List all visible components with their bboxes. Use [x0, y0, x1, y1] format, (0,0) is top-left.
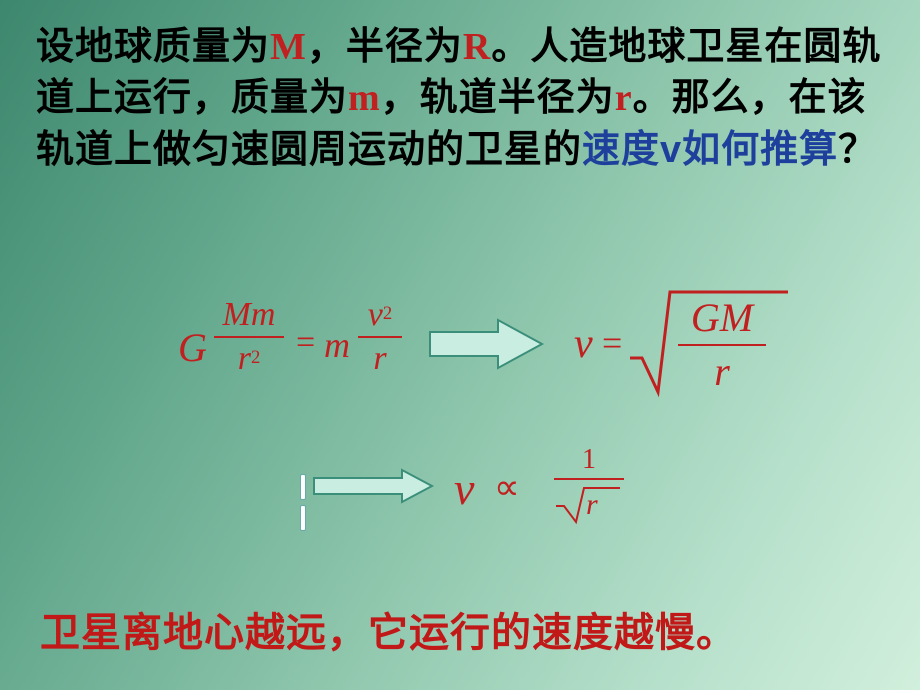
sym-G: G [178, 324, 207, 371]
num-exp: 2 [383, 303, 392, 324]
problem-statement: 设地球质量为M，半径为R。人造地球卫星在圆轨道上运行，质量为m，轨道半径为r。那… [36, 22, 896, 176]
sym-v: v [454, 462, 474, 515]
numerator: Mm [212, 298, 286, 332]
text: ，轨道半径为 [381, 77, 615, 119]
var-r: r [615, 77, 633, 119]
arrow-tail-decor [300, 474, 310, 498]
var-m: m [348, 77, 381, 119]
equals-sign: = [602, 322, 622, 364]
fraction-1-sqrt-r: 1 r [554, 446, 624, 524]
fraction-GM-r: GM r [672, 298, 772, 392]
sym-m: m [324, 324, 350, 366]
fraction-bar [358, 336, 402, 338]
numerator: v2 [356, 298, 404, 332]
fraction-bar [214, 336, 284, 338]
highlight-question: 速度v如何推算 [582, 129, 838, 171]
den-r: r [238, 340, 251, 377]
equation-v-prop-1-sqrt-r: v ∝ 1 r [454, 440, 674, 530]
fraction-Mm-r2: Mm r2 [212, 298, 286, 376]
denominator: r [554, 484, 624, 524]
var-M: M [270, 26, 307, 68]
sym-v: v [574, 320, 593, 368]
fraction-bar [678, 344, 766, 346]
qmark: ？ [838, 129, 877, 171]
text: ，半径为 [307, 26, 463, 68]
denominator: r2 [212, 342, 286, 376]
arrow-derivation-2 [306, 466, 436, 506]
arrow-icon [426, 318, 546, 370]
conclusion-text: 卫星离地心越远，它运行的速度越慢。 [40, 600, 737, 658]
equation-v-sqrt-GM-r: v = GM r [574, 280, 814, 400]
sym-r: r [586, 488, 598, 522]
denominator: r [672, 352, 772, 392]
numerator: GM [672, 298, 772, 338]
equals-sign: = [296, 324, 315, 362]
num-v: v [368, 296, 383, 333]
arrow-icon [306, 466, 436, 506]
equation-newton-centripetal: G Mm r2 = m v2 r [178, 298, 438, 390]
den-exp: 2 [251, 347, 260, 368]
arrow-derivation-1 [426, 318, 546, 370]
radical: GM r [628, 284, 798, 394]
proportional-sign: ∝ [494, 466, 520, 508]
fraction-v2-r: v2 r [356, 298, 404, 376]
fraction-bar [554, 478, 624, 480]
var-R: R [463, 26, 491, 68]
text: 设地球质量为 [36, 26, 270, 68]
denominator: r [356, 342, 404, 376]
numerator: 1 [554, 446, 624, 474]
